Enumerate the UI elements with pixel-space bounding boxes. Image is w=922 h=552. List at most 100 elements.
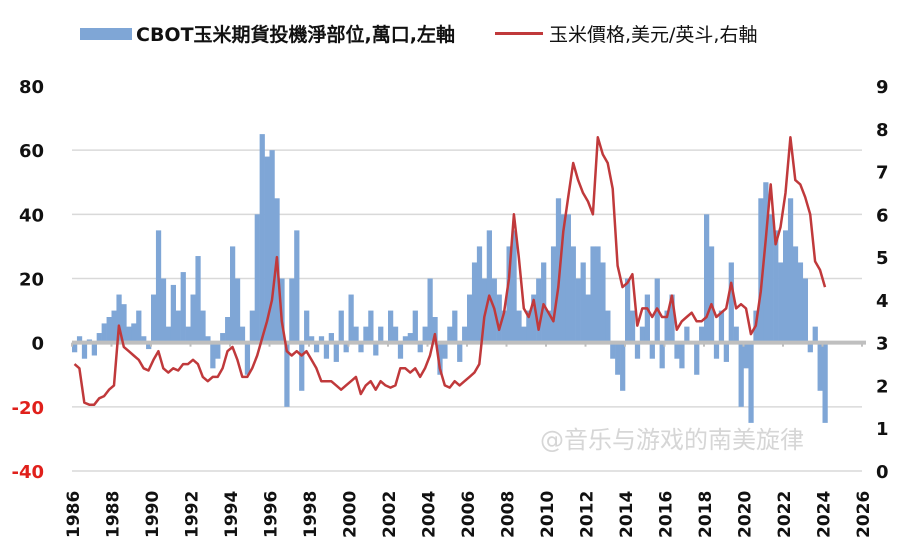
x-tick-label: 2012 [578,491,598,538]
right-tick-label: 7 [876,163,889,184]
position-bar [713,342,720,359]
position-bar [773,230,779,343]
legend-price-label: 玉米價格,美元/英斗,右軸 [548,24,758,46]
x-tick-label: 1994 [222,491,242,538]
right-tick-label: 2 [876,376,889,397]
position-bar [215,342,221,359]
position-bar [501,310,507,343]
x-tick-label: 2020 [736,491,756,538]
position-bar [126,326,132,343]
position-bar [230,246,236,343]
position-bar [328,333,334,343]
position-bar [546,310,552,343]
position-bar [106,317,112,343]
position-bar [644,294,650,343]
position-bar [76,336,83,343]
position-bar [249,310,255,343]
legend: CBOT玉米期貨投機淨部位,萬口,左軸 玉米價格,美元/英斗,右軸 [80,20,757,47]
position-bar [160,278,167,343]
position-bar [373,342,379,356]
position-bar [146,342,152,350]
price-line [73,136,827,406]
x-tick-label: 2004 [420,491,440,538]
position-bar [550,246,557,343]
position-bar [220,333,226,343]
legend-bar-swatch [80,27,132,40]
position-bar [792,246,799,343]
x-tick-label: 2000 [341,491,361,538]
position-bar [763,182,769,343]
position-bar [560,214,567,343]
position-bar [787,198,794,343]
position-bar [378,326,384,343]
position-bar [605,310,611,343]
position-bar [392,326,399,343]
position-bar [807,342,813,353]
position-bar [575,278,581,343]
x-tick-label: 1998 [301,491,321,538]
position-bar [728,262,734,343]
position-bar [318,336,325,343]
position-bar [210,342,216,369]
position-bar [531,294,537,343]
position-bar [353,326,359,343]
position-bar [723,342,729,362]
right-tick-label: 6 [876,205,889,226]
left-tick-label: 80 [19,77,44,98]
x-tick-label: 2008 [499,491,519,538]
left-tick-label: 20 [19,270,44,291]
position-bar [407,333,413,343]
position-bar [565,214,571,343]
position-bar [244,342,251,375]
left-tick-label: 60 [19,141,44,162]
position-bar [101,323,107,343]
position-bar [639,326,646,343]
x-tick-label: 2016 [657,491,677,538]
x-tick-label: 2018 [696,491,716,538]
right-tick-label: 3 [876,334,889,355]
watermark: @音乐与游戏的南美旋律 [540,426,804,454]
position-bar [541,262,547,343]
position-bar [580,262,586,343]
right-tick-label: 9 [876,77,889,98]
position-bar [422,326,428,343]
position-bar [822,342,828,423]
position-bar [783,230,789,343]
position-bar [259,134,265,343]
position-bar [476,246,483,343]
position-bar [704,214,710,343]
position-bar [684,326,690,343]
position-bar [368,310,374,343]
left-tick-label: 0 [31,334,44,355]
position-bar [812,326,818,343]
position-bar [388,310,394,343]
right-tick-label: 0 [876,462,889,483]
position-bar [402,336,409,343]
position-bar [165,326,172,343]
position-bar [817,342,823,391]
position-bar [427,278,433,343]
position-bar [590,246,596,343]
position-bar [506,246,512,343]
position-bar [462,326,468,343]
position-bar [239,326,246,343]
position-bar [200,310,206,343]
position-bar [481,278,488,343]
position-bar [778,262,784,343]
position-bar [738,342,744,407]
position-bar [96,333,102,343]
position-bar [570,246,576,343]
position-bar [284,342,290,407]
x-tick-label: 1986 [64,491,84,538]
position-bar [338,310,344,343]
position-bar [397,342,404,359]
position-bar [116,294,122,343]
position-bar [136,310,142,343]
position-bar [264,156,270,343]
position-bar [625,278,631,343]
position-bar [699,326,705,343]
x-tick-label: 2022 [775,491,795,538]
position-bar [175,310,181,343]
position-bar [615,342,621,375]
position-bar [649,342,655,359]
